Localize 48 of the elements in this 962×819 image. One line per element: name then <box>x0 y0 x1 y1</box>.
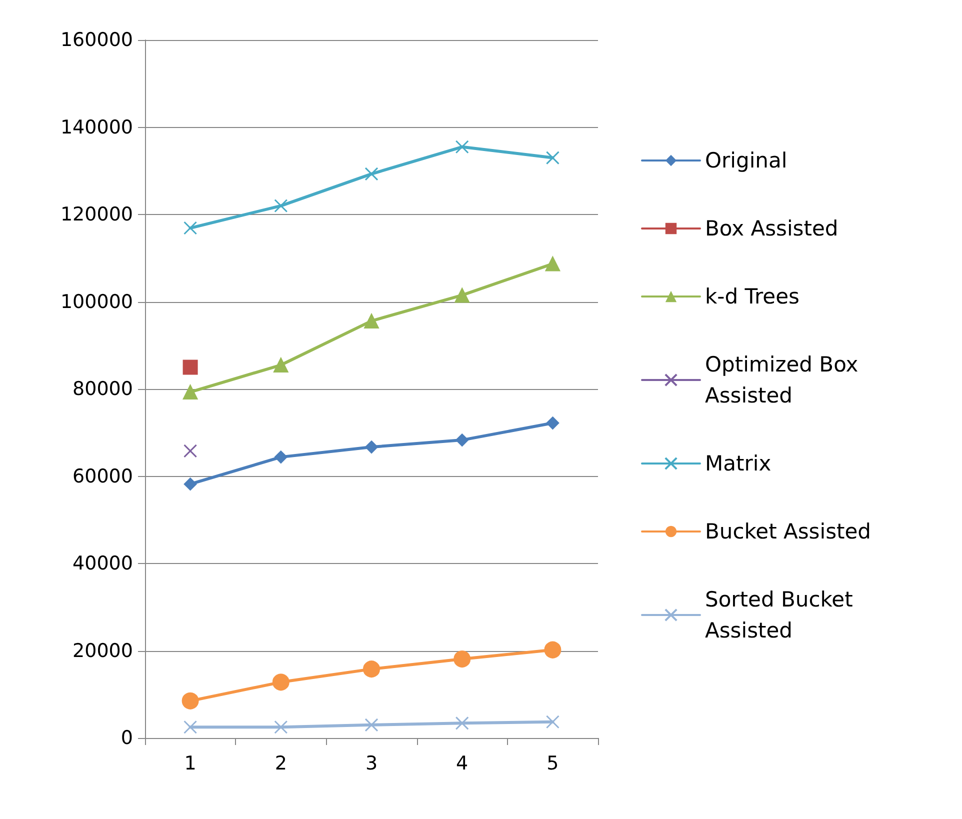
legend-label: k-d Trees <box>705 284 800 308</box>
point <box>274 720 288 734</box>
point <box>546 715 560 729</box>
y-tick-label: 80000 <box>72 378 133 400</box>
point <box>273 358 288 373</box>
point <box>182 692 199 710</box>
point <box>454 288 470 303</box>
point <box>455 716 469 730</box>
point <box>184 720 198 734</box>
x-tick-label: 5 <box>546 752 559 774</box>
x-tick-label: 3 <box>365 752 378 774</box>
x-tick-label: 2 <box>274 752 287 774</box>
x-tick-label: 4 <box>456 752 468 774</box>
legend-label: Optimized Box Assisted <box>705 352 865 408</box>
point <box>274 450 288 464</box>
point <box>364 313 379 328</box>
point <box>544 641 562 658</box>
point <box>182 384 198 400</box>
y-tick-label: 100000 <box>60 290 133 313</box>
legend-label: Matrix <box>705 452 772 476</box>
legend-label: Original <box>705 148 788 172</box>
legend-label: Box Assisted <box>705 216 838 240</box>
point <box>184 444 198 458</box>
y-tick-label: 60000 <box>72 465 133 488</box>
point <box>184 221 198 235</box>
point <box>455 140 469 154</box>
y-tick-label: 120000 <box>60 204 133 226</box>
y-tick-label: 40000 <box>72 552 133 574</box>
point <box>274 199 288 213</box>
point <box>363 660 380 678</box>
point <box>456 434 469 447</box>
y-tick-label: 0 <box>120 727 133 749</box>
y-tick-label: 160000 <box>60 29 133 51</box>
legend-label: Bucket Assisted <box>705 520 872 544</box>
point <box>545 256 560 272</box>
point <box>364 167 378 181</box>
y-tick-label: 140000 <box>60 116 133 138</box>
point <box>272 674 290 691</box>
legend-label: Sorted Bucket Assisted <box>705 588 860 642</box>
x-tick-label: 1 <box>184 752 196 774</box>
point <box>184 478 197 491</box>
point <box>364 718 378 732</box>
point <box>546 416 560 430</box>
point <box>365 440 378 454</box>
point <box>546 151 560 165</box>
y-tick-label: 20000 <box>72 640 133 662</box>
point <box>454 650 471 668</box>
point <box>182 360 198 375</box>
